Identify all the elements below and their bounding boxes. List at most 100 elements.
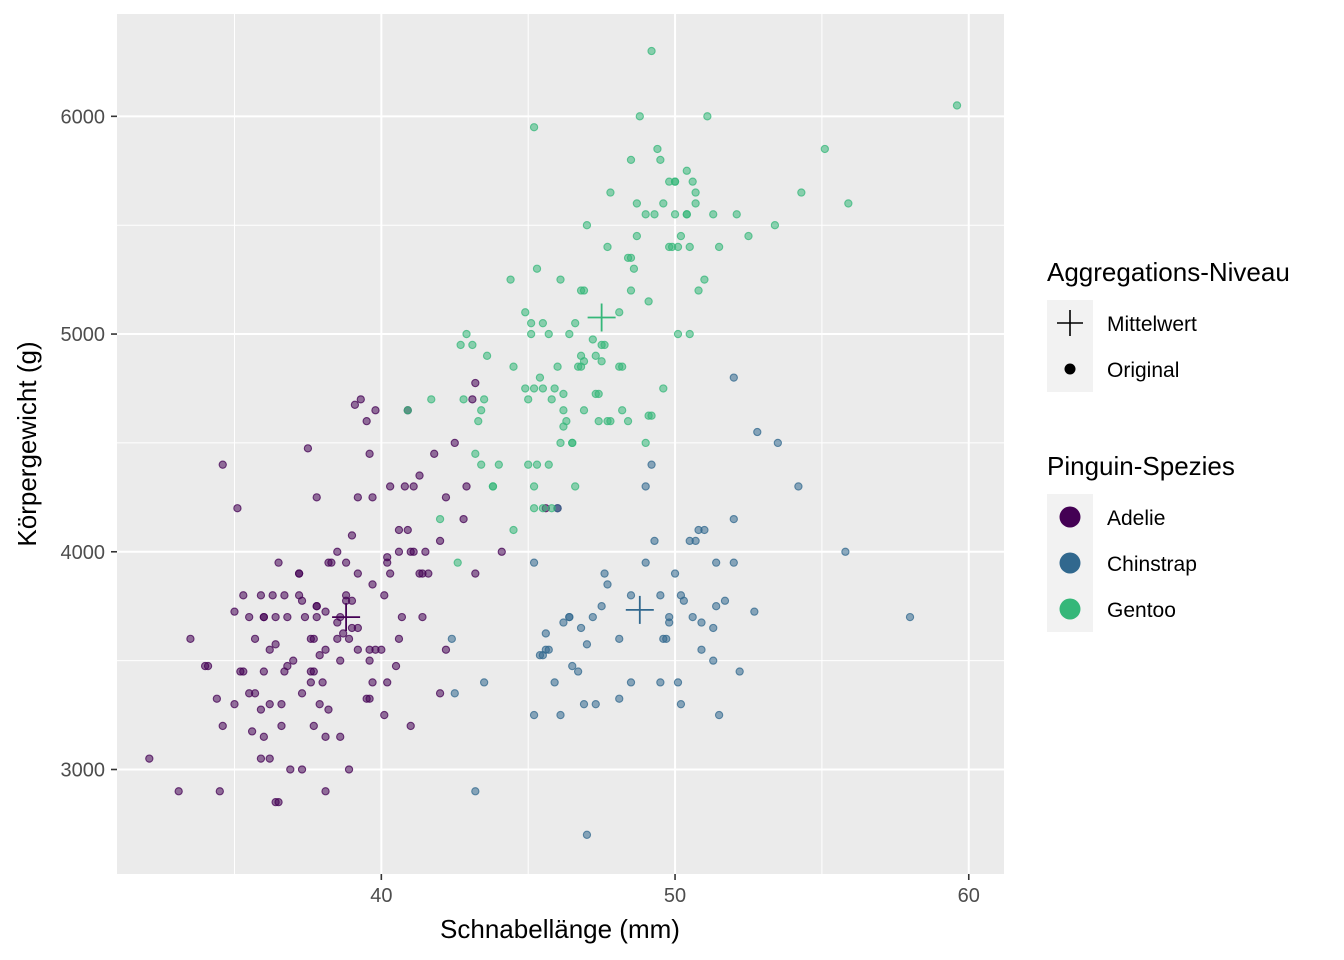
x-tick-label: 50 xyxy=(664,885,686,907)
data-point-chinstrap xyxy=(568,661,577,671)
data-point-adelie xyxy=(441,645,451,654)
data-point-gentoo xyxy=(688,177,697,186)
data-point-chinstrap xyxy=(697,645,706,654)
data-point-adelie xyxy=(409,482,418,491)
legend-label-original: Original xyxy=(1107,359,1179,382)
mean-markers xyxy=(332,303,654,632)
data-point-gentoo xyxy=(474,416,483,426)
data-point-chinstrap xyxy=(712,558,721,567)
data-point-chinstrap xyxy=(603,580,612,589)
data-point-adelie xyxy=(394,547,404,556)
data-point-gentoo xyxy=(553,362,562,371)
data-point-gentoo xyxy=(714,242,724,252)
data-point-gentoo xyxy=(626,253,636,262)
data-point-adelie xyxy=(289,656,298,665)
data-point-adelie xyxy=(265,645,274,654)
data-point-adelie xyxy=(385,482,395,491)
data-point-gentoo xyxy=(571,482,580,491)
data-point-adelie xyxy=(174,787,183,796)
data-point-adelie xyxy=(336,732,345,741)
data-point-adelie xyxy=(271,612,280,622)
data-point-adelie xyxy=(368,493,377,502)
data-point-gentoo xyxy=(506,275,515,284)
data-point-adelie xyxy=(297,765,307,774)
data-point-gentoo xyxy=(685,242,694,252)
data-point-adelie xyxy=(297,596,307,605)
data-point-gentoo xyxy=(494,460,503,469)
data-point-chinstrap xyxy=(794,482,803,491)
data-point-adelie xyxy=(274,558,283,567)
data-point-adelie xyxy=(383,553,392,562)
data-point-gentoo xyxy=(582,221,592,230)
data-point-adelie xyxy=(315,651,324,660)
data-point-adelie xyxy=(380,591,389,600)
data-point-gentoo xyxy=(477,406,486,415)
data-point-adelie xyxy=(145,754,154,763)
data-point-gentoo xyxy=(656,155,665,165)
data-point-chinstrap xyxy=(676,591,686,600)
legend-label-chinstrap: Chinstrap xyxy=(1107,553,1197,576)
data-point-chinstrap xyxy=(541,629,550,638)
data-point-gentoo xyxy=(670,210,680,219)
data-point-adelie xyxy=(233,504,242,513)
data-point-adelie xyxy=(294,569,304,578)
data-point-gentoo xyxy=(632,199,642,208)
data-point-adelie xyxy=(353,569,362,578)
data-point-adelie xyxy=(280,591,289,600)
data-point-adelie xyxy=(250,689,260,698)
data-point-adelie xyxy=(309,634,318,644)
data-point-gentoo xyxy=(629,264,639,273)
data-point-gentoo xyxy=(524,460,533,469)
data-point-adelie xyxy=(203,661,213,671)
data-point-chinstrap xyxy=(641,482,650,491)
legend-aggregation: Aggregations-Niveau Mittelwert Original xyxy=(1047,257,1290,392)
data-point-gentoo xyxy=(435,514,445,524)
data-point-adelie xyxy=(239,591,248,600)
data-point-adelie xyxy=(383,678,392,687)
data-point-gentoo xyxy=(606,416,615,426)
data-point-adelie xyxy=(450,438,459,448)
x-axis-title: Schnabellänge (mm) xyxy=(440,914,680,944)
data-point-adelie xyxy=(321,607,330,616)
data-point-gentoo xyxy=(615,308,624,317)
data-point-adelie xyxy=(347,531,357,540)
data-point-chinstrap xyxy=(735,667,744,676)
data-point-chinstrap xyxy=(479,678,489,687)
data-point-adelie xyxy=(280,667,289,676)
data-point-adelie xyxy=(315,700,324,709)
data-point-chinstrap xyxy=(615,634,624,644)
data-point-chinstrap xyxy=(905,612,915,622)
data-point-gentoo xyxy=(453,558,462,567)
y-axis: 3000 4000 5000 6000 xyxy=(61,106,117,781)
data-point-gentoo xyxy=(526,329,536,339)
data-point-adelie xyxy=(333,618,342,627)
data-point-gentoo xyxy=(844,199,853,208)
data-point-chinstrap xyxy=(447,634,456,644)
data-point-gentoo xyxy=(650,210,659,219)
data-point-adelie xyxy=(368,580,377,589)
data-point-chinstrap xyxy=(550,678,559,687)
data-point-adelie xyxy=(186,634,195,644)
y-axis-title: Körpergewicht (g) xyxy=(12,341,42,546)
data-point-chinstrap xyxy=(591,700,600,709)
data-point-gentoo xyxy=(509,525,518,535)
data-point-gentoo xyxy=(471,449,480,458)
data-point-chinstrap xyxy=(582,830,592,839)
legend-label-adelie: Adelie xyxy=(1107,507,1165,530)
data-point-gentoo xyxy=(703,112,712,121)
data-point-gentoo xyxy=(647,411,656,420)
data-point-adelie xyxy=(380,710,389,720)
data-point-gentoo xyxy=(606,188,615,197)
y-tick-label: 4000 xyxy=(61,542,106,564)
data-point-chinstrap xyxy=(709,623,718,633)
data-point-adelie xyxy=(353,493,362,502)
legend-label-mean: Mittelwert xyxy=(1107,313,1197,336)
data-point-chinstrap xyxy=(773,438,782,448)
data-point-gentoo xyxy=(568,438,577,448)
data-point-chinstrap xyxy=(673,678,683,687)
data-point-adelie xyxy=(265,700,274,709)
data-point-adelie xyxy=(268,591,277,600)
data-point-adelie xyxy=(283,612,292,622)
data-point-adelie xyxy=(339,629,348,638)
data-point-gentoo xyxy=(744,231,753,241)
